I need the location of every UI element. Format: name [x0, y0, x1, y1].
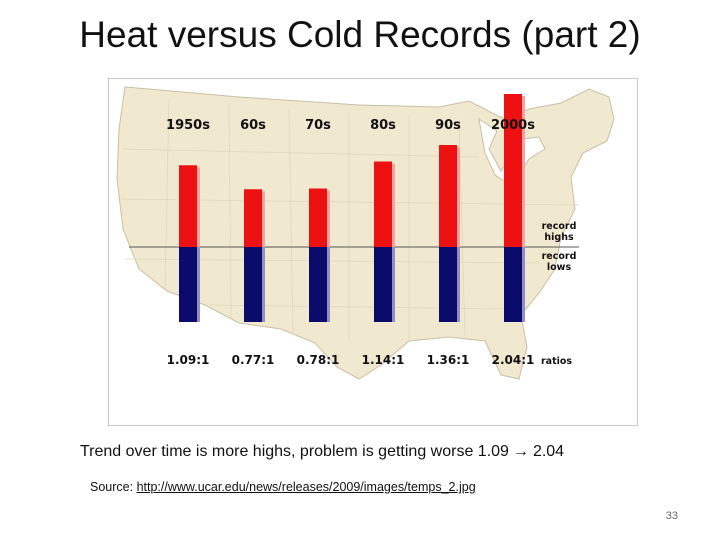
series-label: highs [544, 232, 574, 243]
low-bar-1950s [179, 247, 197, 322]
high-bar-1950s [179, 165, 197, 247]
high-bar-2000s [504, 94, 522, 247]
high-bar-70s [309, 188, 327, 247]
high-bar-90s [439, 145, 457, 247]
ratio-label: 0.77:1 [232, 353, 275, 367]
low-bar-90s [439, 247, 457, 322]
decade-label: 60s [240, 118, 266, 133]
ratio-label: 0.78:1 [297, 353, 340, 367]
caption: Trend over time is more highs, problem i… [80, 443, 564, 461]
ratio-label: 1.36:1 [427, 353, 470, 367]
records-chart: 1950s 1.09:1 60s 0.77:1 70s 0.78:1 80s 1.14:1 90… [108, 78, 638, 426]
page-number: 33 [665, 510, 678, 522]
ratio-label: 1.09:1 [167, 353, 210, 367]
chart-svg: 1950s 1.09:1 60s 0.77:1 70s 0.78:1 80s 1.14:1 90… [116, 86, 615, 380]
ratio-label: 1.14:1 [362, 353, 405, 367]
low-bar-70s [309, 247, 327, 322]
ratios-label: ratios [541, 356, 572, 367]
decade-label: 1950s [166, 118, 210, 133]
low-bar-80s [374, 247, 392, 322]
series-label: record [542, 251, 577, 262]
decade-label: 70s [305, 118, 331, 133]
high-bar-80s [374, 161, 392, 247]
source-link[interactable]: http://www.ucar.edu/news/releases/2009/i… [136, 480, 476, 494]
low-bar-60s [244, 247, 262, 322]
series-label: record [542, 221, 577, 232]
caption-end: 2.04 [532, 443, 565, 460]
decade-label: 2000s [491, 118, 535, 133]
series-label: lows [547, 262, 572, 273]
arrow-icon: → [512, 443, 529, 460]
low-bar-2000s [504, 247, 522, 322]
high-bar-60s [244, 189, 262, 247]
decade-label: 80s [370, 118, 396, 133]
slide-title: Heat versus Cold Records (part 2) [79, 14, 641, 55]
caption-text: Trend over time is more highs, problem i… [80, 443, 509, 460]
source-line: Source: http://www.ucar.edu/news/release… [90, 480, 476, 494]
source-prefix: Source: [90, 480, 137, 494]
ratio-label: 2.04:1 [492, 353, 535, 367]
decade-label: 90s [435, 118, 461, 133]
great-lakes [478, 117, 546, 184]
